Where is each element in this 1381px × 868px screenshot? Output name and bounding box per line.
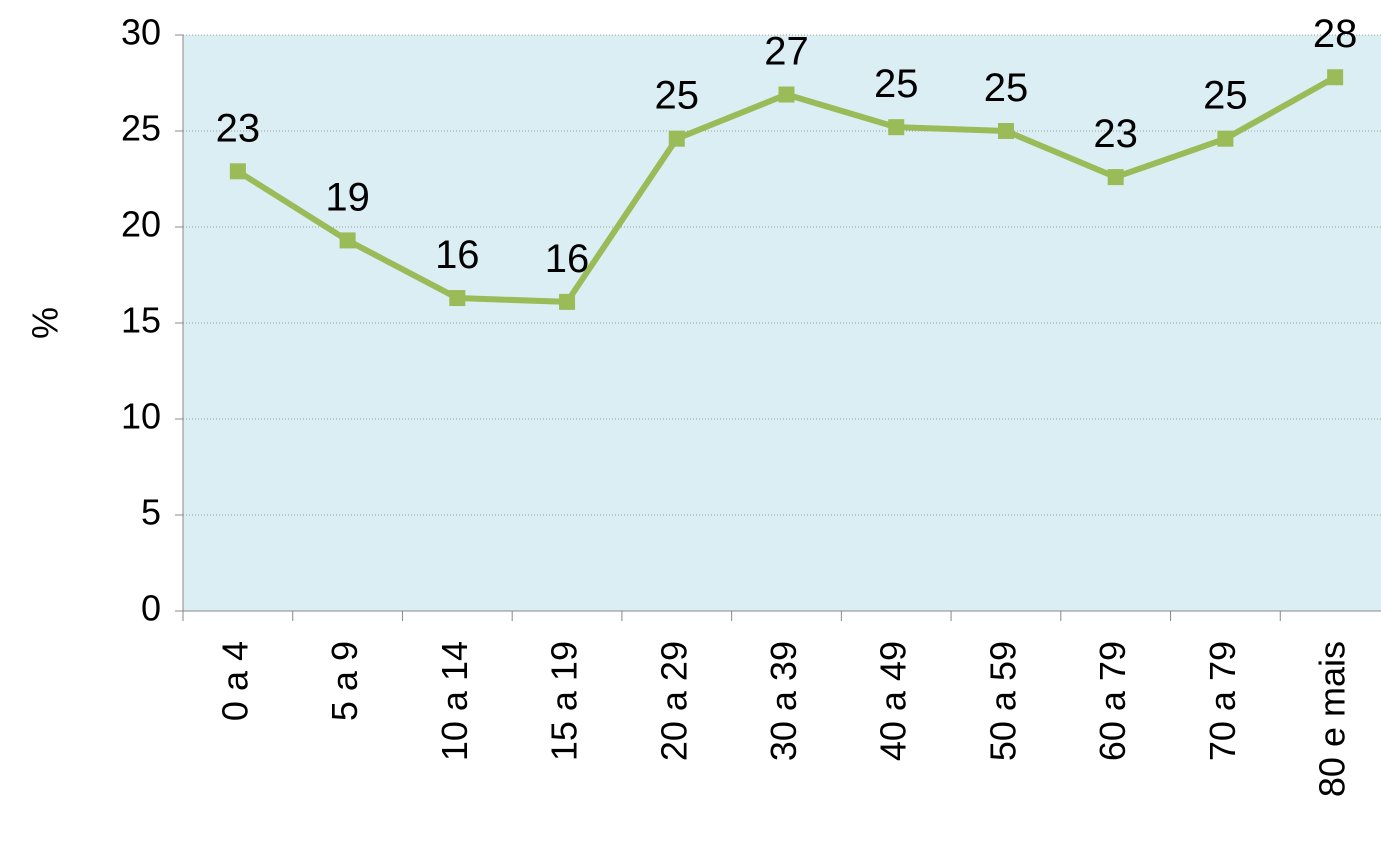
marker (1107, 169, 1124, 186)
marker (449, 290, 466, 307)
data-label: 27 (764, 30, 809, 74)
x-tick-label: 70 a 79 (1202, 641, 1243, 761)
plot-area (183, 35, 1381, 611)
data-label: 16 (545, 237, 590, 281)
data-label: 25 (984, 66, 1029, 110)
marker (559, 293, 576, 310)
data-label: 16 (435, 233, 480, 277)
marker (1327, 69, 1344, 86)
y-tick-label: 5 (141, 492, 161, 533)
data-label: 23 (216, 106, 261, 150)
y-tick-label: 25 (121, 108, 161, 149)
x-tick-label: 0 a 4 (214, 641, 255, 721)
marker (339, 232, 356, 249)
data-label: 25 (655, 74, 700, 118)
marker (997, 123, 1014, 139)
x-tick-label: 50 a 59 (982, 641, 1023, 761)
marker (888, 119, 905, 136)
y-axis-label: % (25, 307, 66, 339)
data-label: 28 (1313, 12, 1358, 56)
x-tick-label: 10 a 14 (434, 641, 475, 761)
x-tick-label: 40 a 49 (873, 641, 914, 761)
marker (668, 130, 685, 147)
x-tick-label: 80 e mais (1312, 641, 1353, 797)
data-label: 25 (874, 62, 919, 106)
marker (778, 86, 795, 103)
marker (1217, 130, 1234, 147)
y-tick-label: 0 (141, 588, 161, 629)
x-tick-label: 60 a 79 (1092, 641, 1133, 761)
data-label: 25 (1203, 74, 1248, 118)
y-tick-label: 20 (121, 204, 161, 245)
x-tick-label: 30 a 39 (763, 641, 804, 761)
data-label: 23 (1093, 112, 1138, 156)
x-tick-label: 20 a 29 (653, 641, 694, 761)
x-tick-label: 5 a 9 (324, 641, 365, 721)
x-tick-label: 15 a 19 (544, 641, 585, 761)
y-tick-label: 15 (121, 300, 161, 341)
data-label: 19 (325, 175, 370, 219)
y-tick-label: 10 (121, 396, 161, 437)
y-tick-label: 30 (121, 12, 161, 53)
marker (229, 163, 246, 180)
